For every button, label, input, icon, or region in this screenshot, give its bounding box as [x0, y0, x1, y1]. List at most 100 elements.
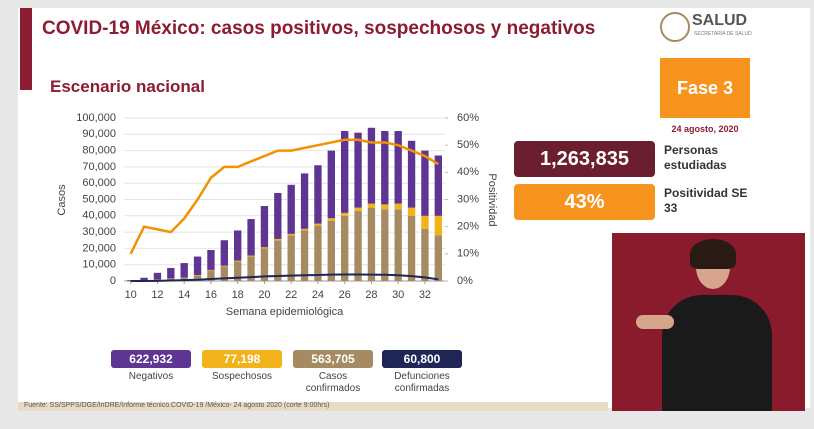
bar [287, 184, 295, 234]
total-value: 622,932 [111, 350, 191, 368]
person-body [662, 295, 772, 411]
bar [341, 212, 349, 216]
subtitle: Escenario nacional [50, 77, 205, 96]
x-tick-label: 28 [365, 289, 377, 301]
bar [314, 225, 322, 281]
total-value: 60,800 [382, 350, 462, 368]
stat-label: Positividad SE 33 [664, 186, 748, 215]
bar [180, 263, 188, 278]
bar [367, 203, 376, 208]
bar [260, 206, 269, 248]
y-axis-label: Casos [56, 184, 68, 216]
bar [354, 210, 362, 281]
total-value: 563,705 [293, 350, 373, 368]
x-tick-label: 24 [312, 289, 324, 301]
bar [314, 165, 322, 224]
bar [354, 132, 362, 208]
bar [381, 131, 389, 205]
line [130, 273, 439, 282]
y-tick-label: 60,000 [82, 177, 116, 189]
bar [274, 192, 282, 239]
y-tick-label: 50,000 [82, 193, 116, 205]
x-tick-label: 30 [392, 289, 404, 301]
x-tick-label: 22 [285, 289, 297, 301]
bar [367, 207, 376, 281]
x-tick-label: 10 [125, 289, 137, 301]
bar [434, 235, 442, 281]
total-item: 60,800 Defunciones confirmadas [382, 350, 462, 395]
bar [327, 150, 335, 219]
y-tick-label: 10,000 [82, 259, 116, 271]
person-hand [636, 315, 674, 329]
bar [381, 204, 389, 210]
source-bar [18, 402, 608, 411]
bar [407, 207, 416, 216]
title: COVID-19 México: casos positivos, sospec… [42, 18, 596, 39]
bar [341, 131, 349, 213]
bar [394, 203, 402, 210]
bar [220, 265, 228, 267]
bar [434, 215, 442, 236]
y-tick-label: 0 [110, 275, 116, 287]
bar [234, 261, 242, 281]
bar [327, 218, 335, 221]
total-item: 563,705 Casos confirmados [293, 350, 373, 395]
y2-tick-label: 50% [457, 139, 479, 151]
bar [314, 223, 322, 226]
bar [247, 219, 255, 256]
bar [287, 233, 295, 236]
bar [274, 238, 282, 241]
bar [220, 240, 228, 266]
total-item: 622,932 Negativos [111, 350, 191, 383]
y-tick-label: 100,000 [76, 112, 116, 124]
x-tick-label: 20 [258, 289, 270, 301]
y-tick-label: 20,000 [82, 242, 116, 254]
total-value: 77,198 [202, 350, 282, 368]
y2-tick-label: 40% [457, 166, 479, 178]
bar [394, 131, 402, 204]
line [129, 138, 439, 255]
stat-value: 1,263,835 [514, 141, 655, 177]
legend-label: Sospechosos [211, 371, 273, 382]
bar [381, 209, 389, 281]
x-tick-label: 26 [339, 289, 351, 301]
total-item: 77,198 Sospechosos [202, 350, 282, 383]
y2-tick-label: 10% [457, 248, 479, 260]
stat-value: 43% [514, 184, 655, 220]
phase-date: 24 agosto, 2020 [671, 124, 739, 134]
legend-label: Negativos [128, 371, 174, 382]
legend-label: Defunciones confirmadas [394, 371, 450, 394]
bar [220, 266, 228, 281]
bar [300, 230, 309, 281]
y-tick-label: 30,000 [82, 226, 116, 238]
bar [341, 215, 349, 281]
y2-axis-label: Positividad [486, 173, 498, 226]
x-tick-label: 12 [151, 289, 163, 301]
y-tick-label: 80,000 [82, 145, 116, 157]
accent-bar [20, 8, 32, 90]
bar [207, 250, 215, 270]
bar [300, 173, 309, 229]
phase-box: Fase 3 [660, 58, 750, 118]
bar [421, 215, 429, 229]
y2-tick-label: 0% [457, 275, 473, 287]
bar [260, 247, 269, 249]
bar [421, 150, 429, 216]
bar [167, 267, 175, 279]
x-axis-label: Semana epidemiológica [226, 306, 344, 318]
stat-label: Personas estudiadas [664, 143, 727, 172]
bar [407, 215, 416, 281]
bar [153, 272, 162, 280]
logo-subtext: SECRETARÍA DE SALUD [694, 31, 752, 37]
bar [234, 260, 242, 262]
source: Fuente: SS/SPPS/DGE/InDRE/Informe técnic… [24, 402, 330, 409]
bar [247, 256, 255, 281]
bar [367, 127, 376, 204]
x-tick-label: 18 [232, 289, 244, 301]
x-tick-label: 14 [178, 289, 190, 301]
bar [421, 228, 429, 281]
legend-label: Casos confirmados [305, 371, 361, 394]
bar [193, 256, 202, 275]
